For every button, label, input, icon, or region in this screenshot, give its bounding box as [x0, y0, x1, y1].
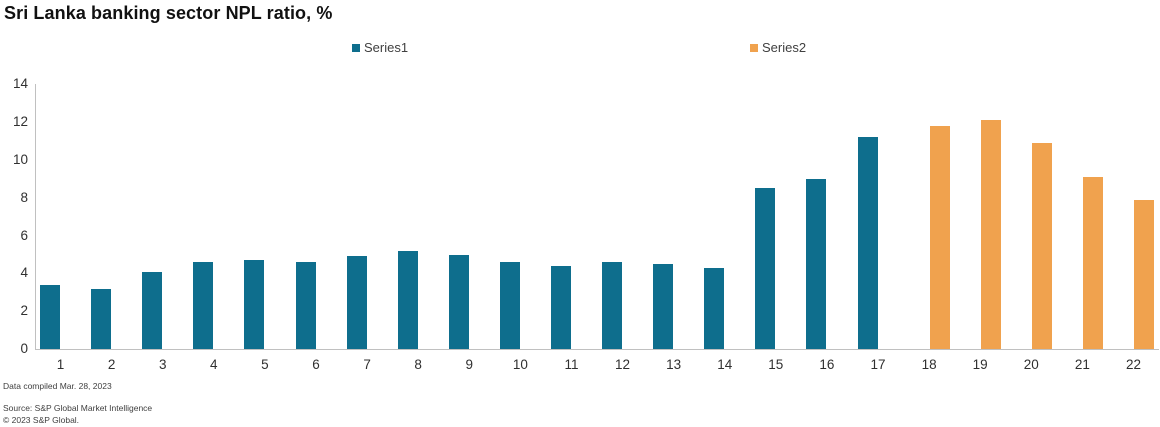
y-tick-label-0: 0 — [20, 341, 28, 356]
bar-series1-cat6 — [295, 262, 316, 349]
bar-series2-cat19 — [980, 120, 1001, 349]
x-axis — [35, 349, 1159, 350]
bar-series1-cat12 — [602, 262, 623, 349]
x-tick-label-2: 2 — [107, 357, 116, 372]
x-tick-label-1: 1 — [56, 357, 65, 372]
bar-series1-cat15 — [755, 188, 776, 349]
bar-series1-cat3 — [142, 271, 163, 349]
x-tick-label-5: 5 — [261, 357, 269, 372]
x-tick-label-4: 4 — [210, 357, 218, 372]
x-tick-label-7: 7 — [363, 357, 371, 372]
x-tick-label-17: 17 — [870, 357, 886, 372]
x-tick-label-14: 14 — [717, 357, 733, 372]
bar-series1-cat1 — [40, 284, 61, 349]
bar-series2-cat20 — [1031, 142, 1052, 349]
y-tick-label-2: 2 — [20, 303, 28, 319]
legend-series2: Series2 — [750, 40, 806, 55]
legend-swatch-series2-icon — [750, 43, 758, 52]
bar-series1-cat11 — [550, 265, 571, 349]
x-tick-label-6: 6 — [312, 357, 320, 372]
bar-series2-cat18 — [929, 125, 950, 349]
x-tick-label-11: 11 — [564, 357, 579, 372]
x-tick-label-10: 10 — [512, 357, 528, 372]
y-axis — [35, 84, 36, 349]
bar-series1-cat8 — [397, 250, 418, 349]
footnote-copyright: © 2023 S&P Global. — [3, 415, 80, 425]
x-tick-label-20: 20 — [1023, 357, 1039, 372]
legend-label-series1: Series1 — [364, 40, 409, 55]
x-tick-label-8: 8 — [414, 357, 422, 372]
bar-series1-cat16 — [806, 178, 827, 349]
footnote-source: Source: S&P Global Market Intelligence — [3, 403, 153, 413]
x-tick-label-16: 16 — [819, 357, 835, 372]
bar-series2-cat22 — [1133, 199, 1154, 349]
chart-title: Sri Lanka banking sector NPL ratio, % — [4, 3, 333, 23]
y-tick-label-6: 6 — [20, 227, 28, 243]
y-tick-label-10: 10 — [12, 152, 28, 167]
y-tick-label-4: 4 — [20, 265, 28, 281]
bar-series1-cat2 — [91, 288, 112, 349]
x-tick-label-21: 21 — [1074, 357, 1090, 372]
bar-series1-cat13 — [653, 263, 674, 349]
legend-series1: Series1 — [352, 40, 408, 55]
x-tick-label-13: 13 — [666, 357, 682, 372]
x-tick-label-3: 3 — [158, 357, 167, 372]
y-tick-label-12: 12 — [12, 114, 28, 130]
y-tick-label-8: 8 — [20, 189, 28, 205]
x-tick-label-18: 18 — [921, 357, 937, 372]
y-tick-label-14: 14 — [12, 76, 28, 92]
bar-series1-cat14 — [704, 267, 725, 349]
bar-series1-cat17 — [857, 137, 878, 349]
bar-series1-cat10 — [499, 262, 520, 349]
footnote-compiled: Data compiled Mar. 28, 2023 — [3, 381, 112, 391]
bar-series1-cat5 — [244, 260, 265, 349]
x-tick-label-9: 9 — [465, 357, 474, 372]
x-tick-label-15: 15 — [768, 357, 784, 372]
x-tick-label-22: 22 — [1125, 357, 1141, 372]
legend-swatch-series1-icon — [352, 43, 360, 52]
x-tick-label-12: 12 — [615, 357, 631, 372]
legend-label-series2: Series2 — [762, 40, 807, 55]
bar-series1-cat7 — [346, 256, 367, 349]
bar-series1-cat4 — [193, 262, 214, 349]
bar-series1-cat9 — [448, 254, 469, 349]
bar-series2-cat21 — [1082, 177, 1103, 349]
x-tick-label-19: 19 — [972, 357, 988, 372]
